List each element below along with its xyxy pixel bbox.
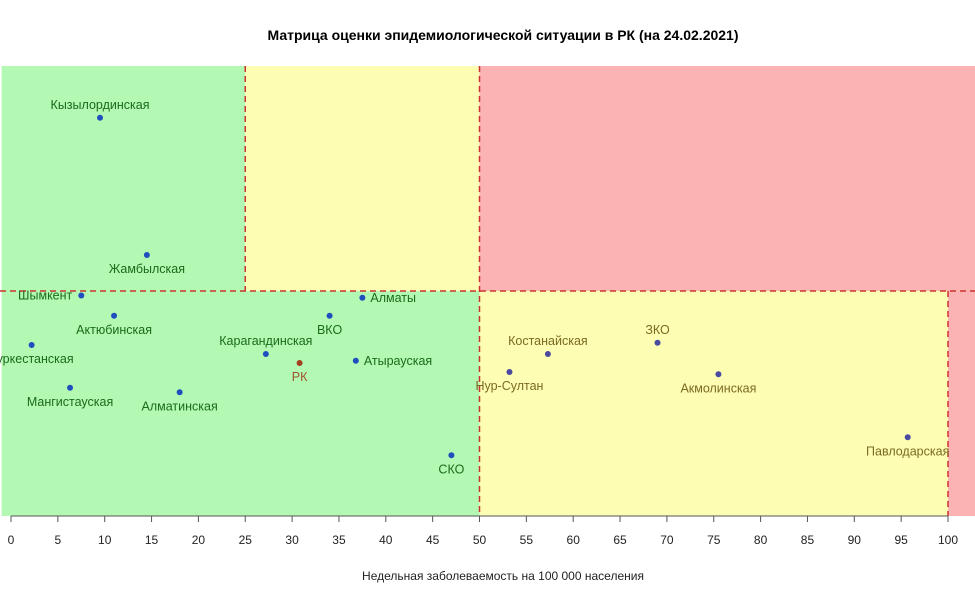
zone-backgrounds	[1, 66, 975, 516]
data-point-1	[143, 252, 150, 258]
zone-green-0	[1, 66, 246, 291]
x-tick-label-70: 70	[660, 533, 674, 547]
chart-title: Матрица оценки эпидемиологической ситуац…	[267, 27, 738, 43]
x-tick-label-0: 0	[8, 533, 15, 547]
x-tick-label-80: 80	[754, 533, 768, 547]
data-point-0	[97, 114, 104, 121]
x-tick-label-90: 90	[848, 533, 862, 547]
x-tick-label-10: 10	[98, 533, 112, 547]
data-label-1: Жамбылская	[109, 262, 185, 276]
zone-yellow-1	[245, 66, 480, 291]
data-point-7	[262, 351, 269, 357]
zone-red-2	[479, 66, 975, 291]
data-label-9: ВКО	[317, 323, 342, 337]
data-label-13: Нур-Султан	[475, 379, 543, 393]
zone-yellow-4	[479, 291, 948, 516]
x-tick-label-15: 15	[145, 533, 159, 547]
x-tick-label-45: 45	[426, 533, 440, 547]
data-label-0: Кызылординская	[51, 98, 150, 112]
x-tick-label-55: 55	[520, 533, 534, 547]
data-points: Кызылординская Жамбылская Шымкент Актюбинск…	[0, 98, 949, 477]
x-tick-label-50: 50	[473, 533, 487, 547]
data-label-11: Атырауская	[364, 354, 432, 368]
data-point-15	[654, 339, 661, 346]
data-label-4: Туркестанская	[0, 352, 74, 366]
data-point-9	[326, 312, 333, 319]
x-tick-label-40: 40	[379, 533, 393, 547]
x-tick-label-25: 25	[239, 533, 253, 547]
x-tick-label-30: 30	[285, 533, 299, 547]
x-tick-label-60: 60	[567, 533, 581, 547]
data-point-14	[544, 351, 551, 357]
data-label-8: РК	[292, 370, 308, 384]
data-point-10	[359, 294, 366, 301]
data-label-10: Алматы	[370, 291, 416, 305]
x-axis: 0 5 10 15 20 25 30 35 40 45 50 55 60 65 70 75 80 85 90 95 10…	[8, 515, 958, 547]
data-point-13	[506, 369, 513, 375]
data-label-6: Алматинская	[142, 399, 218, 413]
data-point-4	[28, 342, 35, 348]
data-point-17	[904, 434, 911, 441]
data-label-12: СКО	[438, 462, 464, 476]
x-tick-label-35: 35	[332, 533, 346, 547]
data-point-8	[296, 360, 303, 366]
x-tick-label-5: 5	[55, 533, 62, 547]
x-tick-label-20: 20	[192, 533, 206, 547]
x-tick-label-95: 95	[894, 533, 908, 547]
data-label-14: Костанайская	[508, 334, 588, 348]
data-point-11	[352, 357, 359, 364]
zone-green-3	[1, 291, 480, 516]
x-tick-label-85: 85	[801, 533, 815, 547]
data-point-5	[67, 384, 74, 391]
data-point-2	[78, 292, 85, 299]
zone-red-5	[948, 291, 975, 516]
data-label-7: Карагандинская	[219, 334, 312, 348]
data-label-16: Акмолинская	[680, 381, 756, 395]
threshold-lines	[0, 66, 975, 516]
data-point-16	[715, 371, 722, 378]
data-label-5: Мангистауская	[27, 395, 113, 409]
data-point-12	[448, 452, 455, 459]
data-label-15: ЗКО	[645, 323, 670, 337]
data-label-2: Шымкент	[18, 289, 72, 303]
data-point-6	[176, 389, 183, 396]
data-label-17: Павлодарская	[866, 444, 949, 458]
x-tick-label-65: 65	[613, 533, 627, 547]
x-axis-label: Недельная заболеваемость на 100 000 насе…	[362, 569, 644, 583]
data-label-3: Актюбинская	[76, 323, 152, 337]
x-tick-label-100: 100	[938, 533, 958, 547]
data-point-3	[111, 312, 118, 319]
x-tick-label-75: 75	[707, 533, 721, 547]
